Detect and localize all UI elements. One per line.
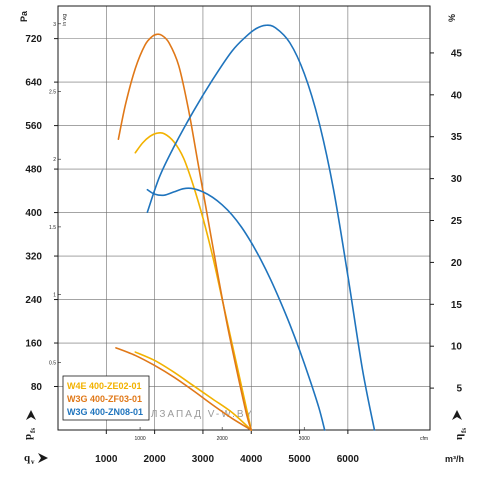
flow-arrow-icon [38,453,48,463]
efficiency-arrow-icon [452,410,462,420]
pressure-curve-1 [134,131,253,431]
efficiency-symbol: η [453,434,465,440]
flow-symbol: q [24,452,31,464]
left-tick-label: 240 [25,295,42,306]
left-tick-label: 400 [25,208,42,219]
m3h-tick-label: 3000 [192,454,215,465]
inwg-tick-label: 2 [53,157,56,163]
flow-subscript: v [31,458,35,466]
cfm-tick-label: 1000 [135,436,146,442]
m3h-tick-label: 1000 [95,454,118,465]
right-tick-label: 40 [451,90,463,101]
right-axis-ticks: 5 10 15 20 25 30 35 40 45 [430,48,463,395]
right-tick-label: 5 [456,384,462,395]
plot-frame [57,5,431,431]
left-unit-label: Pa [19,10,29,22]
pressure-arrow-icon [26,410,36,420]
right-unit-label: % [447,14,457,22]
right-tick-label: 45 [451,48,463,59]
efficiency-curve-1 [134,351,253,431]
inwg-tick-label: 2.5 [49,89,56,95]
pressure-curve-3 [146,187,326,431]
inwg-unit-label: in wg [62,14,68,26]
cfm-axis-ticks: 1000 2000 3000 [135,427,310,442]
inwg-tick-label: 3 [53,22,56,28]
efficiency-curve-2 [115,347,253,431]
legend-box [62,375,150,421]
legend-entry-1: W4E 400-ZE02-01 [67,381,142,391]
right-tick-label: 20 [451,258,463,269]
left-tick-label: 560 [25,121,42,132]
legend-entry-3: W3G 400-ZN08-01 [67,407,143,417]
curves [115,24,376,431]
inwg-tick-label: 1 [53,293,56,299]
watermark: ЭЛЗАПАД V-W.BY [142,409,254,420]
right-tick-label: 15 [451,300,463,311]
legend: W4E 400-ZE02-01 W3G 400-ZF03-01 W3G 400-ZN… [62,375,150,421]
grid [58,6,430,430]
left-axis-ticks: 80 160 240 320 400 480 560 640 720 [25,34,58,393]
pressure-curve-2 [117,33,253,431]
left-tick-label: 480 [25,165,42,176]
inwg-tick-label: 0.5 [49,360,56,366]
legend-entry-2: W3G 400-ZF03-01 [67,394,142,404]
left-tick-label: 80 [31,382,43,393]
efficiency-subscript: fs [460,428,468,433]
right-tick-label: 25 [451,216,463,227]
pressure-subscript: fs [29,428,37,433]
m3h-tick-label: 4000 [240,454,263,465]
left-tick-label: 640 [25,78,42,89]
cfm-tick-label: 3000 [299,436,310,442]
pressure-axis-symbol: p fs [22,410,37,440]
m3h-tick-label: 5000 [288,454,311,465]
right-tick-label: 35 [451,132,463,143]
m3h-tick-label: 6000 [337,454,360,465]
left-tick-label: 320 [25,252,42,263]
right-tick-label: 30 [451,174,463,185]
efficiency-axis-symbol: η fs [452,410,468,440]
cfm-tick-label: 2000 [217,436,228,442]
m3h-axis-ticks: 1000 2000 3000 4000 5000 6000 [95,430,359,465]
flow-axis-symbol: q v [24,452,48,466]
pressure-symbol: p [22,434,34,440]
m3h-tick-label: 2000 [143,454,166,465]
inwg-axis-ticks: 0.5 1 1.5 2 2.5 3 [49,22,61,366]
inwg-tick-label: 1.5 [49,225,56,231]
left-tick-label: 720 [25,34,42,45]
efficiency-curve-3 [146,24,376,431]
cfm-unit-label: cfm [420,436,428,442]
bottom-unit-label: m³/h [445,454,464,464]
left-tick-label: 160 [25,339,42,350]
right-tick-label: 10 [451,342,463,353]
